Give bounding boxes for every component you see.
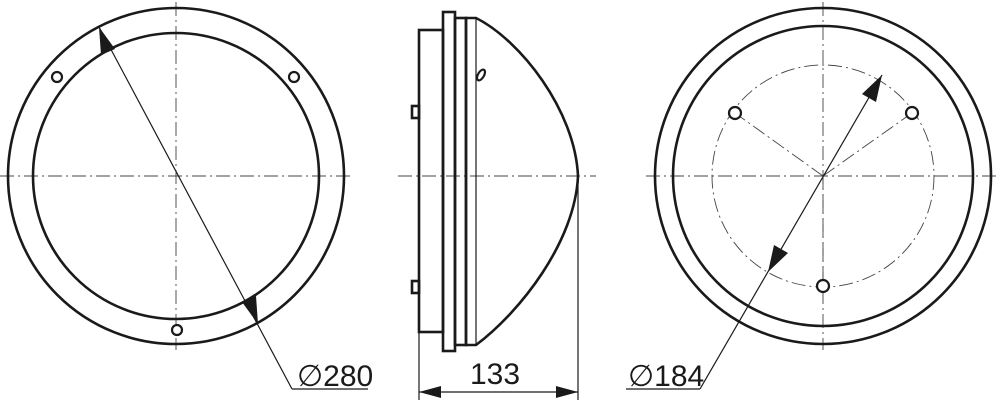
depth-label: 133 <box>470 358 520 391</box>
rear-mounting-line-right <box>822 112 913 177</box>
front-diameter-label: ∅280 <box>297 360 373 393</box>
depth-dimension: 133 <box>418 176 579 400</box>
front-screw-hole-bottom <box>170 323 184 337</box>
front-screw-hole-top-right <box>287 70 301 84</box>
front-diameter-leader-line <box>98 26 293 390</box>
side-dome-cover <box>464 16 580 347</box>
rear-mount-hole-left <box>727 105 743 121</box>
front-inner-rim <box>31 31 321 321</box>
side-clip-bottom <box>410 279 421 295</box>
depth-arrow-left <box>419 386 441 398</box>
front-diameter-arrow-bottom <box>242 296 258 324</box>
side-screw-hole <box>475 68 487 82</box>
mount-diameter-leader-line <box>699 74 883 390</box>
rear-inner-rim <box>671 24 975 328</box>
side-bezel-ring <box>453 16 468 347</box>
mount-diameter-dimension: ∅184 <box>626 74 883 393</box>
front-diameter-dimension: ∅280 <box>98 26 373 393</box>
rear-mount-hole-bottom <box>815 278 831 294</box>
side-clip-top <box>410 104 421 120</box>
side-flange-ring <box>441 10 457 353</box>
rear-view: ∅184 <box>626 2 1000 393</box>
rear-outer-rim <box>653 6 993 346</box>
front-screw-hole-top-left <box>50 70 64 84</box>
front-view: ∅280 <box>0 2 373 393</box>
rear-mount-hole-right <box>904 105 920 121</box>
rear-mounting-line-left <box>734 112 824 177</box>
mount-diameter-arrow-top <box>862 75 882 102</box>
front-outer-rim <box>6 6 346 346</box>
mount-diameter-arrow-bottom <box>768 245 788 272</box>
side-mounting-base <box>417 28 445 334</box>
depth-arrow-right <box>556 386 578 398</box>
front-diameter-arrow-top <box>99 27 115 55</box>
side-view: 133 <box>398 10 596 400</box>
mount-diameter-label: ∅184 <box>628 360 704 393</box>
